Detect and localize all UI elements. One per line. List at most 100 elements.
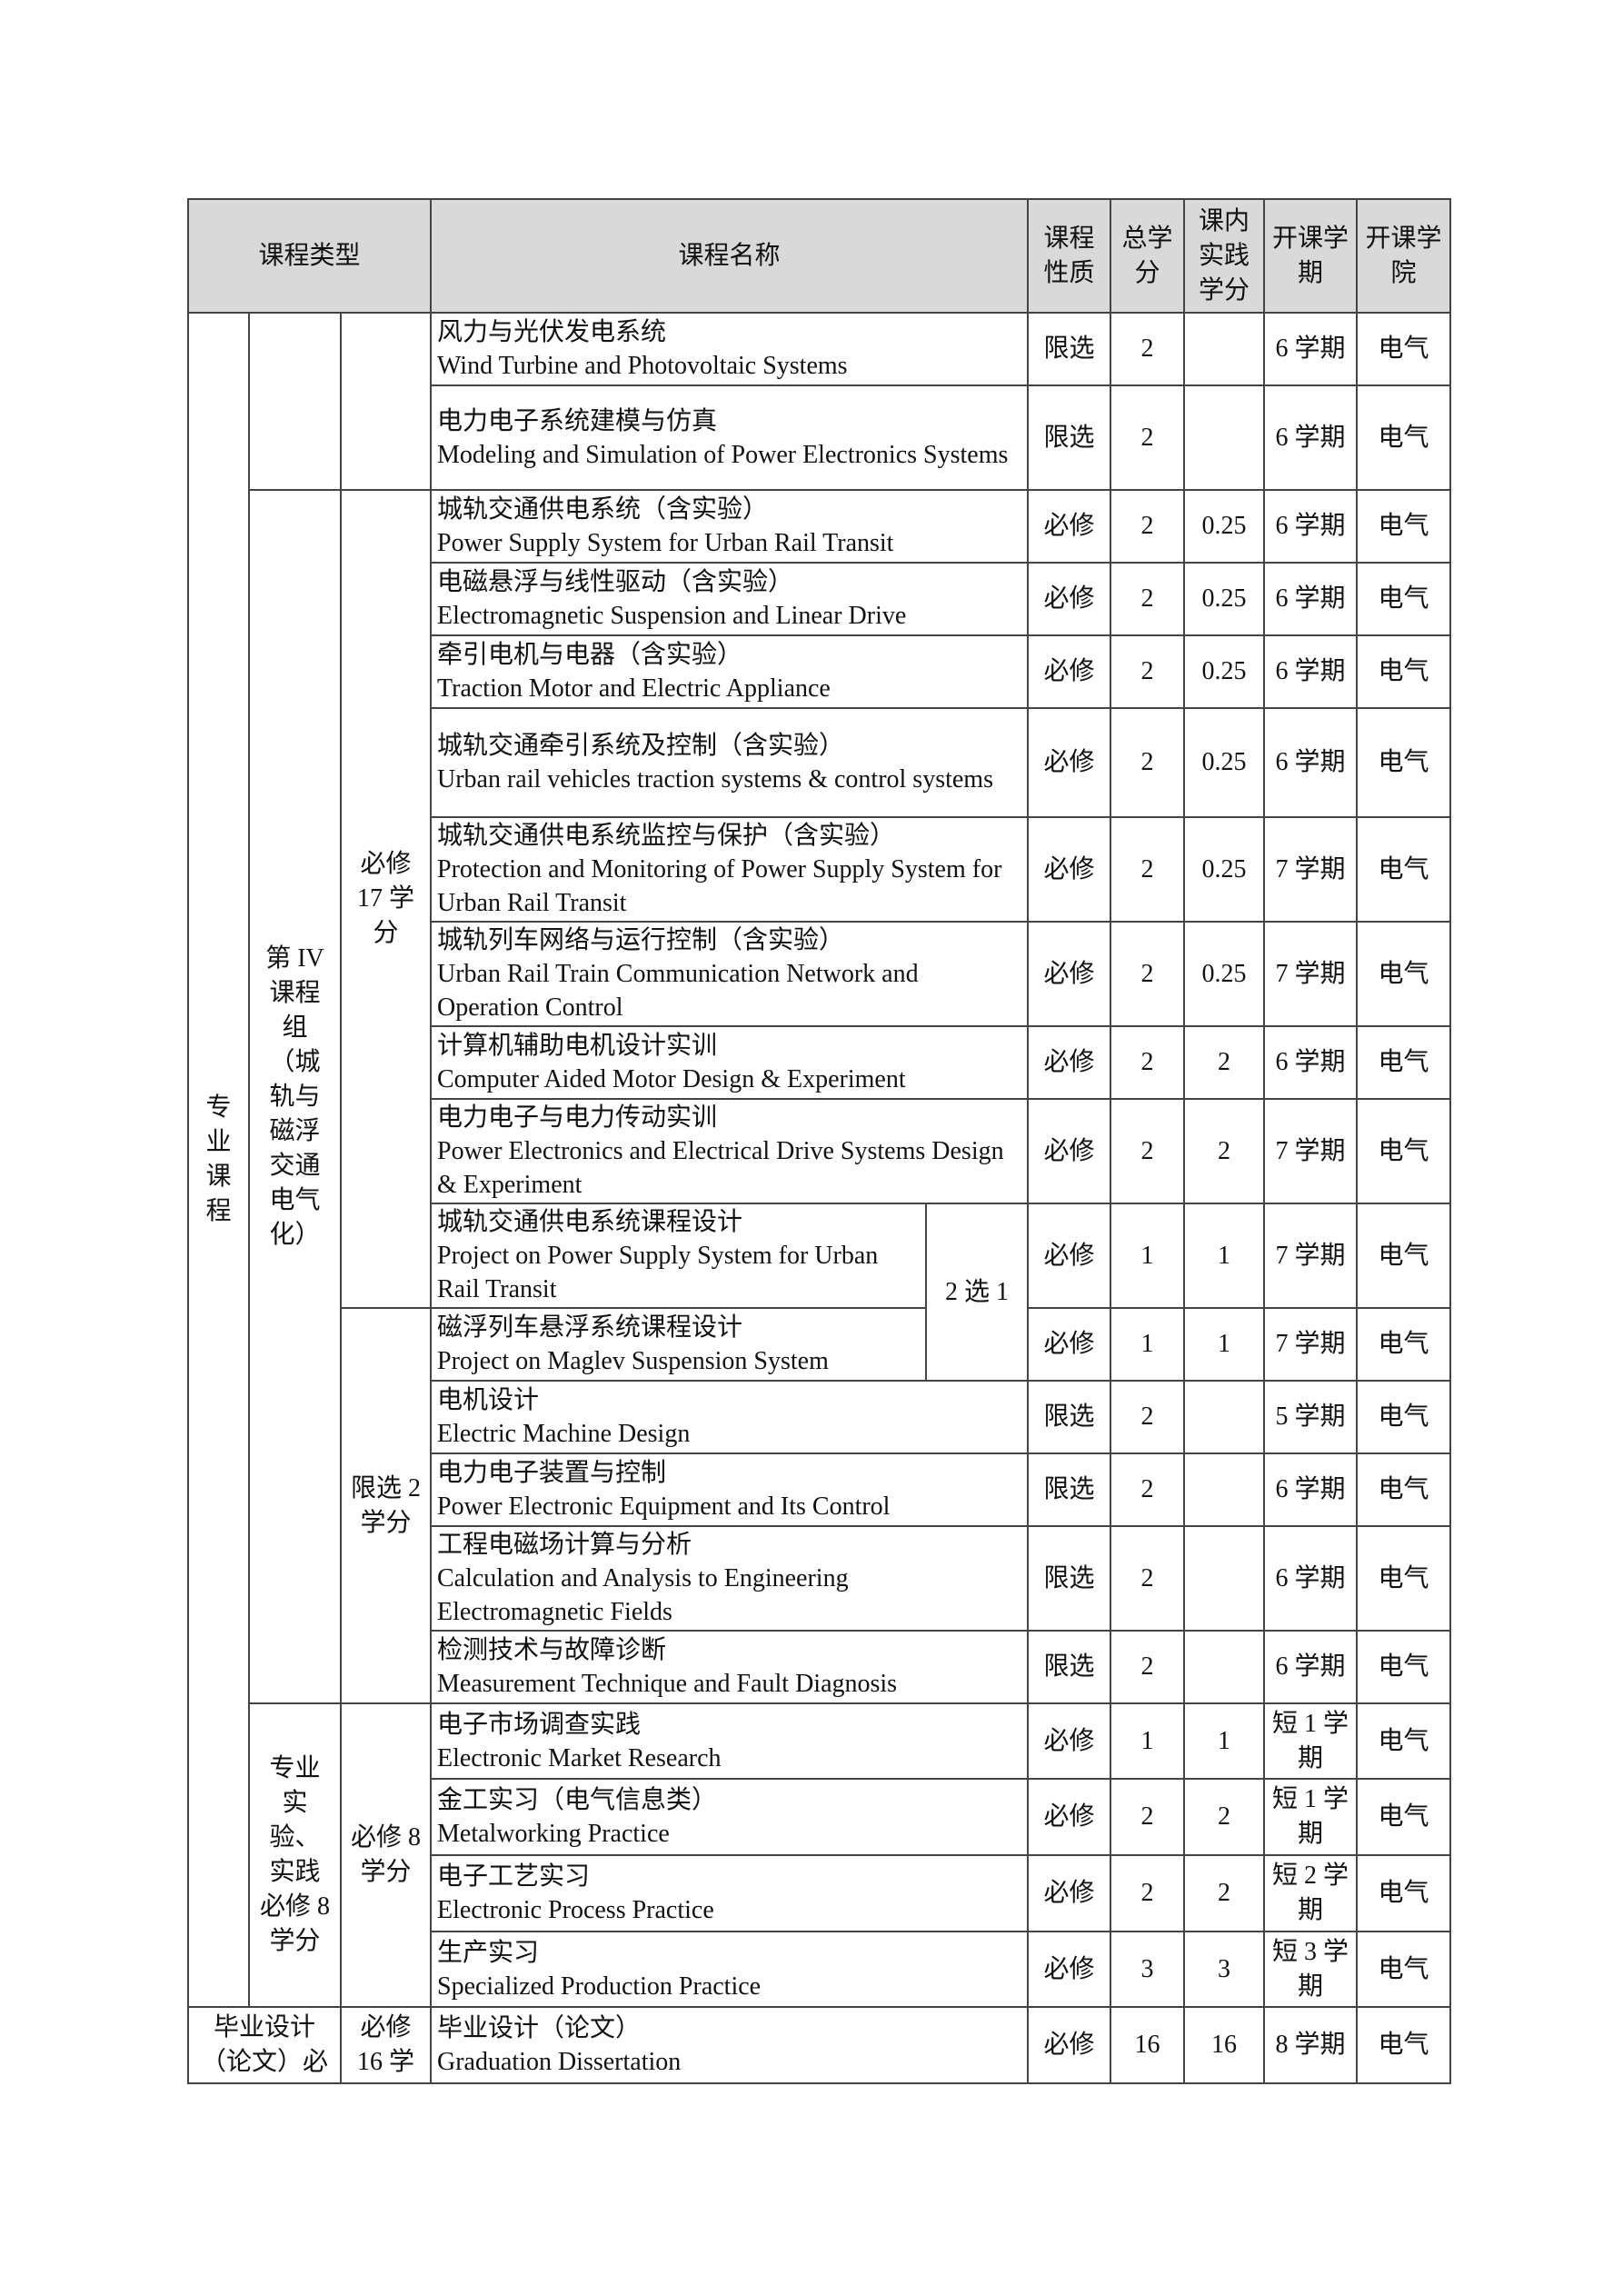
college-cell: 电气 [1356, 489, 1451, 564]
course-name-cell: 毕业设计（论文） Graduation Dissertation [430, 2006, 1029, 2084]
course-name-cn: 城轨交通供电系统课程设计 [437, 1208, 743, 1236]
header-nature: 课程性质 [1027, 198, 1111, 314]
practice-cell: 1 [1183, 1203, 1265, 1309]
practice-cell: 1 [1183, 1307, 1265, 1382]
semester-cell: 6 学期 [1263, 1025, 1358, 1100]
table-row: 电力电子与电力传动实训 Power Electronics and Electri… [188, 1098, 1451, 1204]
course-name-cell: 城轨交通供电系统监控与保护（含实验） Protection and Monitor… [430, 816, 1029, 923]
table-row: 电磁悬浮与线性驱动（含实验） Electromagnetic Suspension… [188, 562, 1451, 636]
practice-cell: 0.25 [1183, 634, 1265, 709]
nature-cell: 必修 [1027, 2006, 1111, 2084]
college-cell: 电气 [1356, 1203, 1451, 1309]
total-cell: 2 [1110, 1452, 1185, 1527]
course-name-en: Power Electronics and Electrical Drive S… [437, 1137, 1004, 1199]
total-cell: 3 [1110, 1931, 1185, 2008]
course-name-cell: 生产实习 Specialized Production Practice [430, 1931, 1029, 2008]
college-cell: 电气 [1356, 1380, 1451, 1454]
total-cell: 2 [1110, 312, 1185, 386]
college-cell: 电气 [1356, 1098, 1451, 1204]
course-name-en: Power Electronic Equipment and Its Contr… [437, 1492, 891, 1521]
semester-cell: 6 学期 [1263, 489, 1358, 564]
course-name-cell: 城轨交通牵引系统及控制（含实验） Urban rail vehicles trac… [430, 707, 1029, 818]
course-name-en: Urban rail vehicles traction systems & c… [437, 765, 993, 794]
college-cell: 电气 [1356, 1931, 1451, 2008]
course-name-en: Metalworking Practice [437, 1820, 670, 1848]
course-name-cn: 电力电子系统建模与仿真 [437, 406, 718, 435]
college-cell: 电气 [1356, 1525, 1451, 1632]
practice-cell: 0.25 [1183, 562, 1265, 636]
course-name-en: Protection and Monitoring of Power Suppl… [437, 855, 1002, 917]
course-name-en: Wind Turbine and Photovoltaic Systems [437, 352, 848, 380]
total-cell: 2 [1110, 1525, 1185, 1632]
practice-cell: 2 [1183, 1025, 1265, 1100]
table-row: 计算机辅助电机设计实训 Computer Aided Motor Design &… [188, 1025, 1451, 1100]
total-cell: 2 [1110, 1630, 1185, 1704]
total-cell: 2 [1110, 1778, 1185, 1856]
college-cell: 电气 [1356, 562, 1451, 636]
table-row: 牵引电机与电器（含实验） Traction Motor and Electric … [188, 634, 1451, 709]
practice-cell [1183, 1630, 1265, 1704]
total-cell: 2 [1110, 489, 1185, 564]
semester-cell: 7 学期 [1263, 1203, 1358, 1309]
course-name-cell: 检测技术与故障诊断 Measurement Technique and Fault… [430, 1630, 1029, 1704]
nature-cell: 必修 [1027, 1778, 1111, 1856]
empty-credit-cell [340, 312, 432, 491]
table-row: 第 IV 课程组（城轨与磁浮交通电气化） 必修 17 学分 城轨交通供电系统（含实验… [188, 489, 1451, 1704]
course-name-en: Power Supply System for Urban Rail Trans… [437, 529, 894, 557]
semester-cell: 短 1 学期 [1263, 1702, 1358, 1780]
course-name-cell: 金工实习（电气信息类） Metalworking Practice [430, 1778, 1029, 1856]
course-name-cn: 电磁悬浮与线性驱动（含实验） [437, 568, 794, 596]
course-name-cell: 城轨交通供电系统（含实验） Power Supply System for Urb… [430, 489, 1029, 564]
table-row: 毕业设计（论文）必 必修 16 学毕业设计（论文） Graduation Disse… [187, 2006, 1451, 2084]
course-name-en: Electronic Process Practice [437, 1896, 714, 1924]
college-cell: 电气 [1356, 1452, 1451, 1527]
course-name-cn: 风力与光伏发电系统 [437, 318, 667, 346]
semester-cell: 短 2 学期 [1263, 1854, 1358, 1932]
course-name-cn: 生产实习 [437, 1938, 540, 1967]
nature-cell: 必修 [1027, 562, 1111, 636]
course-name-cell: 电磁悬浮与线性驱动（含实验） Electromagnetic Suspension… [430, 562, 1029, 636]
course-name-cn: 电子市场调查实践 [437, 1710, 642, 1739]
semester-cell: 6 学期 [1263, 1630, 1358, 1704]
course-name-en: Modeling and Simulation of Power Electro… [437, 440, 1009, 469]
college-cell: 电气 [1356, 1778, 1451, 1856]
total-cell: 2 [1110, 1025, 1185, 1100]
semester-cell: 6 学期 [1263, 384, 1358, 491]
total-cell: 2 [1110, 634, 1185, 709]
course-name-en: Specialized Production Practice [437, 1972, 762, 2001]
course-name-cn: 电力电子与电力传动实训 [437, 1103, 718, 1132]
college-cell: 电气 [1356, 707, 1451, 818]
course-name-en: Electric Machine Design [437, 1420, 691, 1448]
course-name-en: Graduation Dissertation [437, 2048, 682, 2076]
course-name-en: Urban Rail Train Communication Network a… [437, 960, 919, 1022]
nature-cell: 限选 [1027, 1380, 1111, 1454]
header-practice-credits: 课内实践学分 [1183, 198, 1265, 314]
header-semester: 开课学期 [1263, 198, 1358, 314]
semester-cell: 短 3 学期 [1263, 1931, 1358, 2008]
nature-cell: 限选 [1027, 1452, 1111, 1527]
course-name-cn: 城轨交通牵引系统及控制（含实验） [437, 732, 845, 760]
nature-cell: 必修 [1027, 1931, 1111, 2008]
nature-cell: 必修 [1027, 707, 1111, 818]
nature-cell: 必修 [1027, 1098, 1111, 1204]
table-row: 城轨列车网络与运行控制（含实验） Urban Rail Train Communi… [188, 921, 1451, 1027]
college-cell: 电气 [1356, 1630, 1451, 1704]
course-name-cn: 城轨交通供电系统监控与保护（含实验） [437, 822, 896, 850]
nature-cell: 必修 [1027, 1307, 1111, 1382]
nature-cell: 必修 [1027, 921, 1111, 1027]
header-total-credits: 总学分 [1110, 198, 1185, 314]
college-cell: 电气 [1356, 2006, 1451, 2084]
course-name-en: Electromagnetic Suspension and Linear Dr… [437, 602, 907, 630]
course-name-en: Calculation and Analysis to Engineering … [437, 1564, 849, 1626]
course-name-cell: 电子市场调查实践 Electronic Market Research [430, 1702, 1029, 1780]
college-cell: 电气 [1356, 921, 1451, 1027]
total-cell: 2 [1110, 384, 1185, 491]
semester-cell: 8 学期 [1263, 2006, 1358, 2084]
course-name-en: Measurement Technique and Fault Diagnosi… [437, 1670, 898, 1698]
nature-cell: 必修 [1027, 1854, 1111, 1932]
college-cell: 电气 [1356, 1854, 1451, 1932]
practice-cell: 16 [1183, 2006, 1265, 2084]
course-table: 课程类型 课程名称 课程性质 总学分 课内实践学分 开课学期 开课学院 专业课程… [187, 198, 1451, 2084]
total-cell: 2 [1110, 1854, 1185, 1932]
total-cell: 1 [1110, 1307, 1185, 1382]
